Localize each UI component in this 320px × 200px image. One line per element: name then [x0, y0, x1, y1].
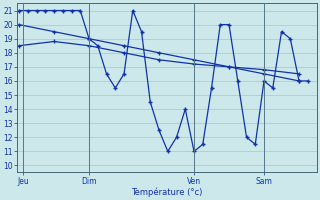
X-axis label: Température (°c): Température (°c) [131, 187, 203, 197]
